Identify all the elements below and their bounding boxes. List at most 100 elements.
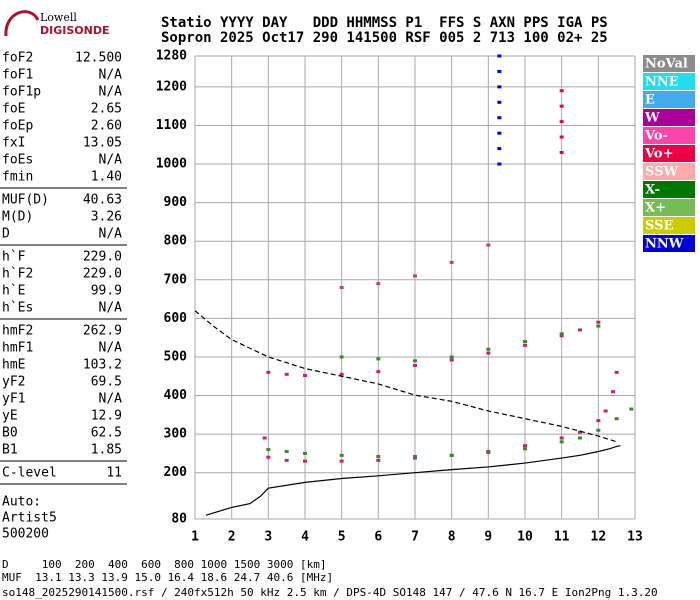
param-value: 69.5 (91, 375, 122, 390)
y-tick-label: 800 (164, 234, 188, 249)
echo-point (266, 448, 271, 452)
echo-point (559, 135, 564, 139)
param-label: hmF1 (2, 341, 33, 356)
auto-text: Auto: (2, 495, 41, 510)
legend-label: SSE (645, 219, 673, 234)
legend-swatch (643, 181, 695, 198)
echo-point (497, 147, 502, 151)
echo-point (523, 340, 527, 344)
param-label: h`Es (2, 301, 33, 316)
param-value: 62.5 (91, 426, 122, 441)
legend-label: NNE (645, 75, 679, 90)
param-value: N/A (99, 392, 123, 407)
param-value: N/A (99, 301, 123, 316)
echo-point (523, 447, 527, 451)
echo-point (376, 370, 381, 374)
legend-swatch (643, 163, 695, 180)
echo-point (559, 120, 564, 124)
echo-point (559, 89, 564, 93)
legend-swatch (643, 217, 695, 234)
echo-point (497, 100, 502, 104)
echo-point (376, 357, 381, 361)
echo-point (497, 69, 502, 73)
y-tick-label: 200 (164, 465, 188, 480)
echo-point (339, 286, 344, 289)
echo-point (266, 370, 271, 374)
echo-point (578, 328, 582, 332)
echo-point (559, 104, 564, 108)
legend-label: NNW (645, 237, 684, 252)
echo-point (339, 372, 344, 376)
param-label: yF1 (2, 392, 25, 407)
x-tick-label: 6 (374, 530, 382, 545)
echo-point (413, 456, 417, 460)
x-tick-label: 9 (484, 530, 492, 545)
param-value: N/A (99, 153, 123, 168)
header-line: Statio YYYY DAY DDD HHMMSS P1 FFS S AXN … (161, 15, 608, 31)
param-label: C-level (2, 466, 57, 481)
y-tick-label: 1000 (156, 157, 187, 172)
echo-point (449, 358, 454, 362)
param-value: 229.0 (83, 250, 122, 265)
echo-point (303, 459, 307, 463)
echo-point (614, 417, 619, 421)
echo-point (449, 355, 454, 359)
echo-point (413, 359, 417, 363)
echo-point (596, 428, 601, 432)
param-label: fxI (2, 136, 25, 151)
param-label: foEs (2, 153, 33, 168)
echo-point (303, 451, 307, 455)
logo-brand: Lowell (40, 11, 77, 24)
echo-point (376, 282, 381, 286)
x-tick-label: 3 (264, 530, 272, 545)
echo-point (523, 444, 527, 448)
param-label: M(D) (2, 210, 33, 225)
echo-point (413, 454, 417, 458)
x-tick-label: 8 (448, 530, 456, 545)
param-value: 1.40 (91, 170, 122, 185)
echo-point (339, 355, 344, 359)
x-tick-label: 10 (517, 530, 533, 545)
echo-point (578, 436, 582, 440)
param-value: 103.2 (83, 358, 122, 373)
x-tick-label: 12 (591, 530, 607, 545)
param-label: foF2 (2, 51, 33, 66)
header-line: Sopron 2025 Oct17 290 141500 RSF 005 2 7… (161, 30, 608, 46)
logo-swoosh (4, 10, 40, 37)
echo-point (559, 150, 564, 154)
x-tick-label: 13 (627, 530, 643, 545)
echo-point (262, 436, 267, 440)
param-value: 3.26 (91, 210, 122, 225)
echo-point (497, 85, 502, 89)
echo-point (523, 343, 527, 347)
param-label: foE (2, 102, 25, 117)
legend-label: X- (645, 183, 660, 198)
legend-label: W (644, 111, 660, 126)
legend-label: NoVal (645, 57, 688, 72)
y-tick-label: 600 (164, 311, 188, 326)
legend-label: Vo+ (644, 147, 673, 162)
echo-point (284, 449, 289, 453)
muf-line: MUF 13.1 13.3 13.9 15.0 16.4 18.6 24.7 4… (2, 571, 333, 584)
y-tick-label: 300 (164, 427, 188, 442)
param-value: 11 (106, 466, 122, 481)
profile-line (194, 310, 617, 443)
legend-swatch (643, 91, 695, 108)
echo-point (413, 363, 417, 367)
echo-point (497, 116, 502, 120)
param-label: foF1 (2, 68, 33, 83)
legend-label: E (645, 93, 655, 108)
x-tick-label: 11 (554, 530, 570, 545)
echo-point (449, 453, 454, 457)
y-tick-label: 500 (164, 349, 188, 364)
param-value: 2.65 (91, 102, 122, 117)
legend-swatch (643, 55, 695, 72)
param-label: B1 (2, 443, 18, 458)
echo-point (303, 373, 307, 377)
echo-point (497, 131, 502, 135)
x-tick-label: 7 (411, 530, 419, 545)
param-label: fmin (2, 170, 33, 185)
echo-point (603, 409, 608, 413)
echo-point (486, 347, 491, 351)
